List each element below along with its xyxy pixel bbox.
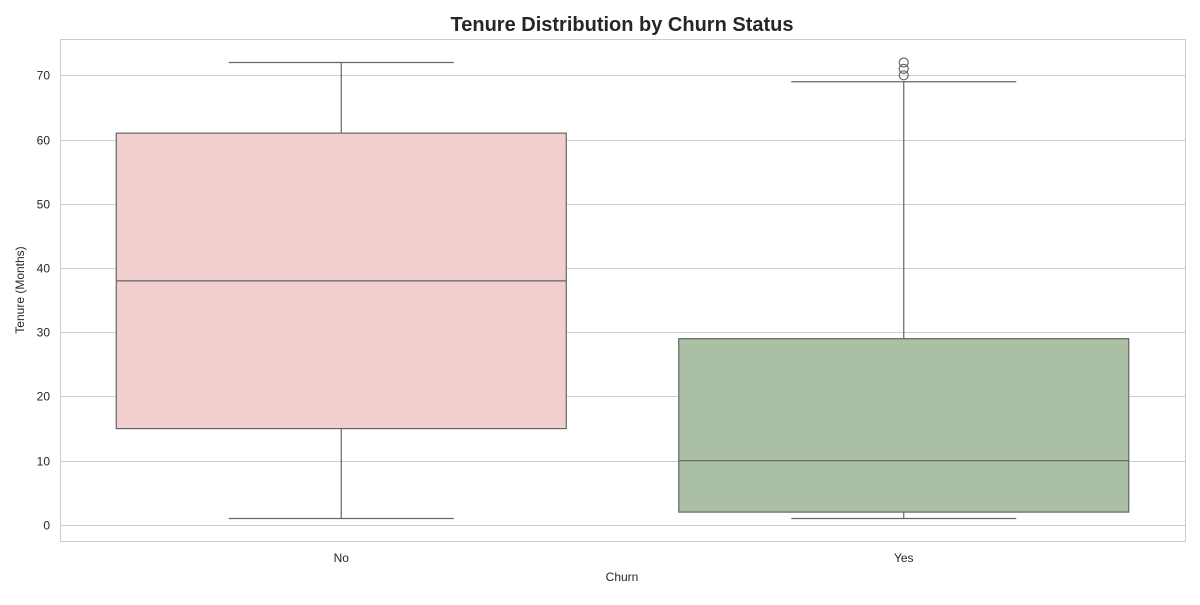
chart-title: Tenure Distribution by Churn Status (451, 14, 794, 36)
y-tick-label: 60 (37, 134, 51, 148)
x-tick-labels: No Yes (334, 551, 914, 565)
box-group-yes (678, 57, 1130, 520)
y-tick-label: 0 (43, 519, 50, 533)
y-tick-label: 20 (37, 390, 51, 404)
y-tick-label: 70 (37, 69, 51, 83)
plot-frame (60, 39, 1186, 542)
y-tick-label: 50 (37, 198, 51, 212)
x-axis-label: Churn (606, 570, 639, 584)
y-tick-label: 10 (37, 455, 51, 469)
y-tick-label: 30 (37, 326, 51, 340)
iqr-box (678, 338, 1130, 513)
outlier-point (898, 70, 909, 81)
y-tick-label: 40 (37, 262, 51, 276)
box-layer (115, 57, 1130, 520)
box-group-no (115, 61, 567, 520)
outlier-point (898, 63, 909, 75)
x-tick-label: Yes (894, 551, 914, 565)
outlier-point (898, 57, 909, 68)
y-tick-labels: 0 10 20 30 40 50 60 70 (37, 69, 51, 533)
y-axis-label: Tenure (Months) (13, 246, 27, 333)
x-tick-label: No (334, 551, 350, 565)
